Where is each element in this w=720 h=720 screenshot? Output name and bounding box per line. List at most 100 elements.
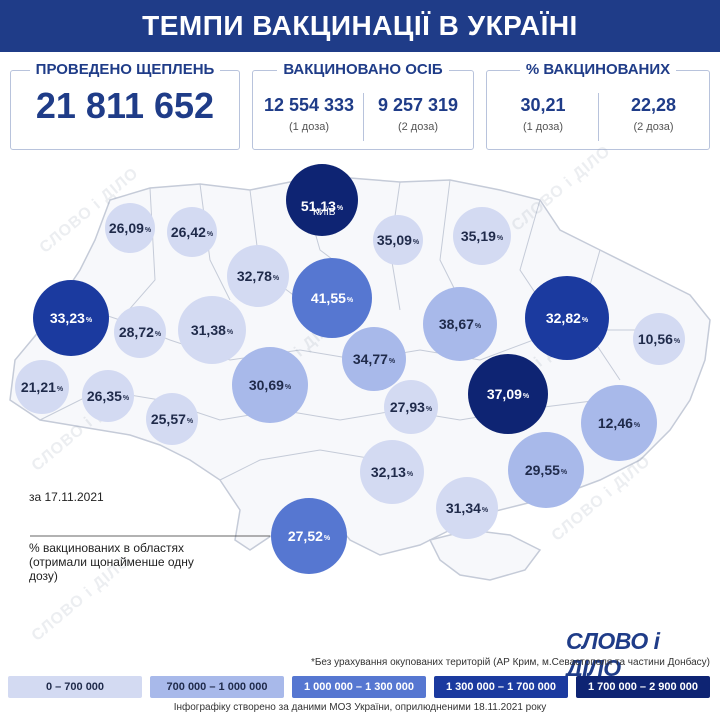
region-bubble: 12,46% (581, 385, 657, 461)
persons-box: ВАКЦИНОВАНО ОСІБ 12 554 333 (1 доза) 9 2… (252, 61, 474, 150)
percent-sign: % (388, 357, 396, 365)
percent-dose1-note: (1 доза) (522, 121, 564, 133)
percent-sign: % (406, 470, 414, 478)
region-value: 51,13 (300, 198, 336, 214)
percent-sign: % (323, 534, 331, 542)
persons-dose1-value: 12 554 333 (263, 95, 355, 115)
region-bubble: 35,19% (453, 207, 511, 265)
percent-sign: % (496, 234, 504, 242)
region-value: 32,78 (236, 268, 272, 284)
source-footnote: Інфографіку створено за даними МОЗ Украї… (173, 702, 547, 713)
region-bubble: 41,55% (292, 258, 372, 338)
percent-sign: % (336, 204, 344, 212)
region-value: 25,57 (150, 411, 186, 427)
doses-value: 21 811 652 (35, 85, 215, 126)
percent-sign: % (581, 316, 589, 324)
region-value: 28,72 (118, 324, 154, 340)
region-value: 41,55 (310, 290, 346, 306)
region-value: 29,55 (524, 462, 560, 478)
region-value: 33,23 (49, 310, 85, 326)
region-bubble: 26,09% (105, 203, 155, 253)
region-bubble: 32,13% (360, 440, 424, 504)
percent-sign: % (425, 405, 433, 413)
region-value: 31,38 (190, 322, 226, 338)
region-bubble: 30,69% (232, 347, 308, 423)
page-title: ТЕМПИ ВАКЦИНАЦІЇ В УКРАЇНІ (142, 10, 578, 41)
region-bubble: 26,42% (167, 207, 217, 257)
region-bubble: 37,09% (468, 354, 548, 434)
percent-label: % ВАКЦИНОВАНИХ (519, 61, 677, 78)
ukraine-map: СЛОВО і ДІЛО СЛОВО і ДІЛО СЛОВО і ДІЛО С… (0, 142, 720, 650)
region-bubble: 26,35% (82, 370, 134, 422)
divider (363, 93, 364, 141)
doses-label: ПРОВЕДЕНО ЩЕПЛЕНЬ (29, 61, 221, 78)
brand-name: СЛОВО і ДІЛО (566, 628, 660, 681)
brand-logo: СЛОВО і ДІЛО (566, 628, 714, 681)
percent-sign: % (122, 394, 130, 402)
region-value: 12,46 (597, 415, 633, 431)
region-bubble: 38,67% (423, 287, 497, 361)
region-value: 34,77 (352, 351, 388, 367)
legend-item: 1 000 000 – 1 300 000 (292, 676, 426, 698)
region-bubble: 34,77% (342, 327, 406, 391)
region-value: 10,56 (637, 331, 673, 347)
percent-dose2-value: 22,28 (630, 95, 677, 115)
region-value: 30,69 (248, 377, 284, 393)
region-bubble: 27,52% (271, 498, 347, 574)
region-bubble: 31,38% (178, 296, 246, 364)
region-value: 26,35 (86, 388, 122, 404)
region-bubble: 27,93% (384, 380, 438, 434)
percent-sign: % (272, 274, 280, 282)
percent-sign: % (56, 385, 64, 393)
percent-sign: % (522, 392, 530, 400)
legend-item: 700 000 – 1 000 000 (150, 676, 284, 698)
territory-footnote: *Без урахування окупованих територій (АР… (310, 657, 710, 668)
persons-dose2-note: (2 доза) (397, 121, 439, 133)
percent-dose2-note: (2 доза) (633, 121, 674, 133)
region-bubble: 28,72% (114, 306, 166, 358)
percent-dose1-value: 30,21 (520, 95, 566, 115)
region-bubble: 21,21% (15, 360, 69, 414)
region-value: 21,21 (20, 379, 56, 395)
region-value: 37,09 (486, 386, 522, 402)
percent-sign: % (474, 322, 482, 330)
percent-sign: % (673, 337, 681, 345)
percent-sign: % (144, 226, 152, 234)
percent-sign: % (85, 316, 93, 324)
percent-sign: % (412, 238, 420, 246)
stats-row: ПРОВЕДЕНО ЩЕПЛЕНЬ 21 811 652 ВАКЦИНОВАНО… (0, 52, 720, 160)
percent-box: % ВАКЦИНОВАНИХ 30,21 (1 доза) 22,28 (2 д… (486, 61, 710, 150)
region-bubble: 32,78% (227, 245, 289, 307)
region-value: 27,52 (287, 528, 323, 544)
region-bubble: 35,09% (373, 215, 423, 265)
percent-sign: % (346, 296, 354, 304)
percent-sign: % (633, 421, 641, 429)
color-legend: 0 – 700 000 700 000 – 1 000 000 1 000 00… (8, 676, 720, 698)
region-value: 26,42 (170, 224, 206, 240)
region-bubble: 31,34% (436, 477, 498, 539)
region-bubble: 32,82% (525, 276, 609, 360)
kyiv-label: КИЇВ (313, 207, 336, 218)
percent-sign: % (226, 328, 234, 336)
percent-sign: % (154, 330, 162, 338)
persons-label: ВАКЦИНОВАНО ОСІБ (277, 61, 449, 78)
region-value: 32,82 (545, 310, 581, 326)
region-value: 32,13 (370, 464, 406, 480)
legend-description: % вакцинованих в областях (отримали щона… (29, 541, 194, 583)
region-bubble: 33,23% (33, 280, 109, 356)
crimea-outline (428, 529, 542, 581)
percent-sign: % (481, 506, 489, 514)
legend-item: 1 700 000 – 2 900 000 (576, 676, 710, 698)
legend-item: 1 300 000 – 1 700 000 (434, 676, 568, 698)
region-bubble: 25,57% (146, 393, 198, 445)
date-note: за 17.11.2021 (29, 490, 104, 504)
region-value: 31,34 (445, 500, 481, 516)
region-value: 26,09 (108, 220, 144, 236)
persons-dose2-value: 9 257 319 (377, 95, 459, 115)
divider (598, 93, 599, 141)
percent-sign: % (284, 383, 292, 391)
percent-sign: % (560, 468, 568, 476)
region-bubble: 51,13% (286, 164, 358, 236)
persons-dose1-note: (1 доза) (288, 121, 330, 133)
region-value: 27,93 (389, 399, 425, 415)
